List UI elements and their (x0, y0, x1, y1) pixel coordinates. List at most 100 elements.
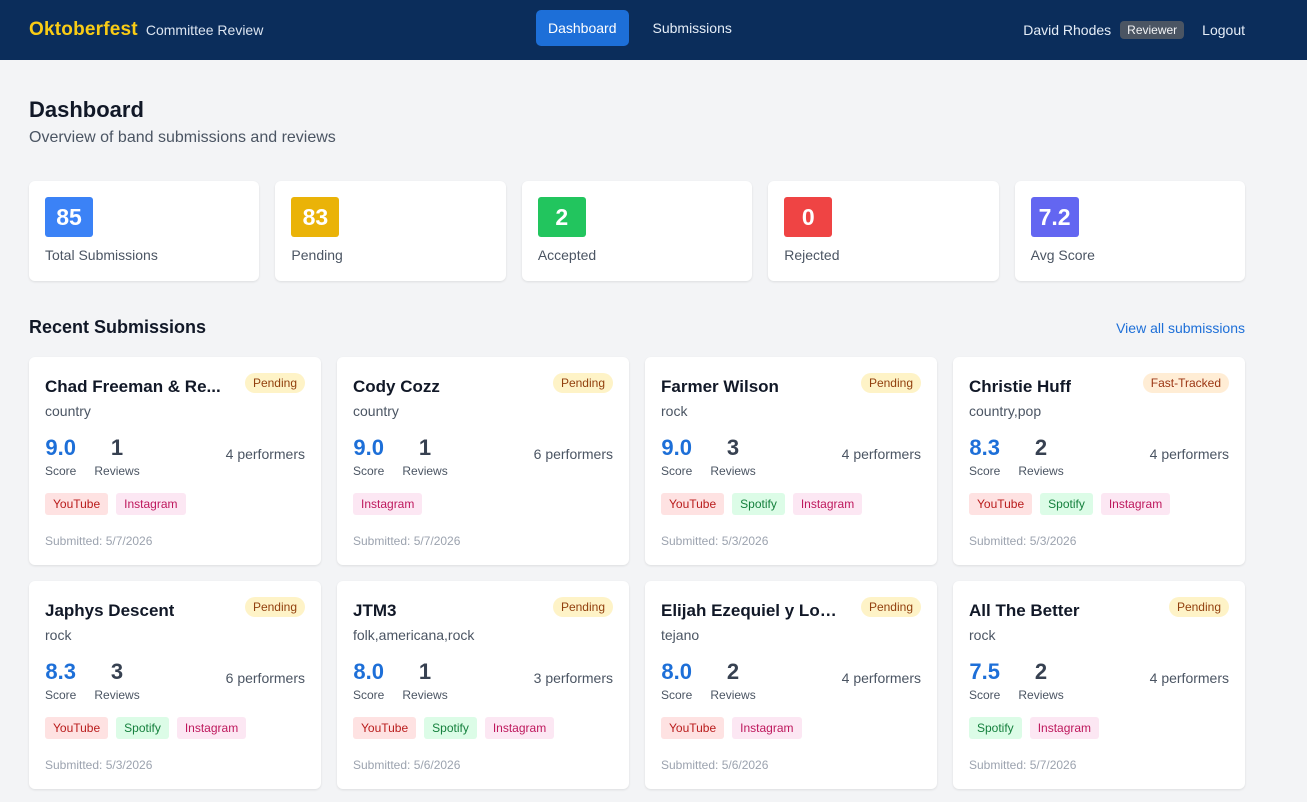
spotify-tag[interactable]: Spotify (732, 493, 785, 515)
metrics-row: 8.0 Score 1 Reviews 3 performers (353, 659, 613, 702)
metrics-row: 8.0 Score 2 Reviews 4 performers (661, 659, 921, 702)
reviews-label: Reviews (1018, 688, 1064, 702)
reviews-value: 3 (110, 659, 124, 684)
page-subtitle: Overview of band submissions and reviews (29, 129, 336, 146)
reviews-metric: 2 Reviews (1018, 435, 1063, 478)
platform-tags: Instagram (353, 493, 613, 515)
brand-logo[interactable]: Oktoberfest (29, 19, 138, 40)
instagram-tag[interactable]: Instagram (116, 493, 186, 515)
status-badge: Pending (244, 597, 305, 617)
instagram-tag[interactable]: Instagram (176, 717, 247, 739)
submission-card[interactable]: Christie Huff Fast-Tracked country,pop 8.3 S… (953, 357, 1245, 565)
score-value: 8.0 (661, 659, 692, 684)
nav-dashboard[interactable]: Dashboard (536, 10, 629, 46)
youtube-tag[interactable]: YouTube (969, 493, 1033, 515)
instagram-tag[interactable]: Instagram (353, 493, 423, 515)
score-value: 7.5 (969, 659, 1000, 684)
stat-value: 2 (537, 197, 586, 237)
reviews-metric: 2 Reviews (1018, 659, 1063, 702)
score-metric: 9.0 Score (45, 435, 76, 478)
score-metric: 8.0 Score (661, 659, 692, 702)
stat-label: Rejected (784, 247, 840, 263)
submission-card[interactable]: Chad Freeman & Re... Pending country 9.0 Sco… (29, 357, 321, 565)
youtube-tag[interactable]: YouTube (45, 717, 109, 739)
card-header: Farmer Wilson Pending (661, 373, 921, 397)
stat-card: 0 Rejected (768, 181, 999, 281)
youtube-tag[interactable]: YouTube (353, 717, 417, 739)
metrics-row: 8.3 Score 3 Reviews 6 performers (45, 659, 305, 702)
submission-card[interactable]: All The Better Pending rock 7.5 Score 2 Review… (953, 581, 1245, 789)
youtube-tag[interactable]: YouTube (45, 493, 109, 515)
submission-card[interactable]: JTM3 Pending folk,americana,rock 8.0 Score 1 R… (337, 581, 629, 789)
stat-value: 85 (45, 197, 93, 237)
performers-count: 4 performers (1149, 670, 1229, 686)
page-title: Dashboard (29, 97, 144, 122)
band-name[interactable]: Elijah Ezequiel y Los ... (661, 601, 845, 620)
youtube-tag[interactable]: YouTube (661, 493, 725, 515)
youtube-tag[interactable]: YouTube (661, 717, 725, 739)
performers-count: 4 performers (1149, 446, 1229, 462)
instagram-tag[interactable]: Instagram (1100, 493, 1171, 515)
submission-card[interactable]: Japhys Descent Pending rock 8.3 Score 3 Review… (29, 581, 321, 789)
band-name[interactable]: All The Better (969, 601, 1080, 620)
band-name[interactable]: Christie Huff (969, 377, 1071, 396)
submission-card[interactable]: Cody Cozz Pending country 9.0 Score 1 Reviews 6… (337, 357, 629, 565)
reviews-metric: 1 Reviews (94, 435, 139, 478)
top-navbar: Oktoberfest Committee Review Dashboard S… (0, 0, 1307, 60)
platform-tags: YouTube Spotify Instagram (661, 493, 921, 515)
submission-card[interactable]: Elijah Ezequiel y Los ... Pending tejano 8.… (645, 581, 937, 789)
submitted-date: Submitted: 5/6/2026 (661, 758, 769, 772)
reviews-value: 1 (418, 435, 432, 460)
reviews-value: 2 (1034, 435, 1048, 460)
section-title: Recent Submissions (29, 317, 207, 337)
user-name: David Rhodes (1023, 22, 1112, 38)
stat-value: 7.2 (1030, 197, 1079, 237)
reviews-value: 3 (726, 435, 740, 460)
reviews-label: Reviews (94, 688, 140, 702)
metrics-row: 8.3 Score 2 Reviews 4 performers (969, 435, 1229, 478)
reviews-label: Reviews (710, 688, 756, 702)
submission-card[interactable]: Farmer Wilson Pending rock 9.0 Score 3 Reviews… (645, 357, 937, 565)
submitted-date: Submitted: 5/6/2026 (353, 758, 461, 772)
spotify-tag[interactable]: Spotify (1040, 493, 1093, 515)
score-label: Score (661, 464, 693, 478)
stat-card: 7.2 Avg Score (1014, 181, 1246, 281)
band-name[interactable]: Cody Cozz (353, 377, 440, 396)
nav-submissions[interactable]: Submissions (652, 20, 732, 36)
reviews-label: Reviews (402, 464, 448, 478)
instagram-tag[interactable]: Instagram (1029, 717, 1100, 739)
score-value: 9.0 (661, 435, 692, 460)
reviews-value: 1 (110, 435, 124, 460)
band-name[interactable]: Farmer Wilson (661, 377, 779, 396)
user-area: David Rhodes Reviewer Logout (1023, 0, 1245, 60)
score-value: 9.0 (353, 435, 384, 460)
reviews-metric: 2 Reviews (710, 659, 755, 702)
submitted-date: Submitted: 5/7/2026 (969, 758, 1077, 772)
reviews-metric: 3 Reviews (94, 659, 139, 702)
band-name[interactable]: Japhys Descent (45, 601, 175, 620)
spotify-tag[interactable]: Spotify (424, 717, 477, 739)
submitted-date: Submitted: 5/7/2026 (353, 534, 461, 548)
status-badge: Pending (244, 373, 305, 393)
genre: rock (45, 627, 72, 643)
view-all-submissions-link[interactable]: View all submissions (1116, 319, 1245, 336)
platform-tags: YouTube Instagram (45, 493, 305, 515)
reviews-label: Reviews (1018, 464, 1064, 478)
spotify-tag[interactable]: Spotify (969, 717, 1022, 739)
band-name[interactable]: Chad Freeman & Re... (45, 377, 221, 396)
platform-tags: YouTube Instagram (661, 717, 921, 739)
logout-link[interactable]: Logout (1202, 22, 1245, 38)
genre: rock (969, 627, 996, 643)
stat-value: 0 (784, 197, 833, 237)
status-badge: Pending (552, 373, 613, 393)
genre: folk,americana,rock (353, 627, 475, 643)
instagram-tag[interactable]: Instagram (732, 717, 802, 739)
spotify-tag[interactable]: Spotify (116, 717, 169, 739)
score-metric: 8.3 Score (45, 659, 76, 702)
instagram-tag[interactable]: Instagram (484, 717, 555, 739)
instagram-tag[interactable]: Instagram (792, 493, 863, 515)
metrics-row: 9.0 Score 3 Reviews 4 performers (661, 435, 921, 478)
reviews-value: 2 (1034, 659, 1048, 684)
band-name[interactable]: JTM3 (353, 601, 397, 620)
brand[interactable]: Oktoberfest Committee Review (29, 19, 263, 41)
